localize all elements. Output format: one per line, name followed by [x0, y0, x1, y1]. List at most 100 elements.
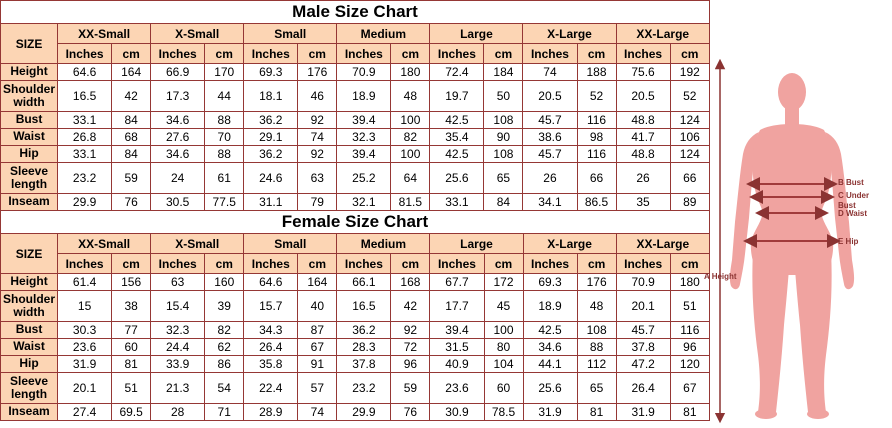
measurement-cell: 48	[390, 80, 431, 112]
measurement-cell: 92	[297, 111, 338, 129]
measurement-cell: 41.7	[615, 128, 671, 146]
measurement-cell: 184	[483, 63, 524, 81]
measurement-cell: 33.1	[57, 111, 113, 129]
measurement-cell: 124	[669, 111, 711, 129]
waist-label: D Waist	[838, 209, 868, 218]
unit-header: cm	[111, 253, 152, 274]
measurement-cell: 21.3	[150, 372, 206, 404]
row-label: Waist	[0, 338, 59, 356]
measurement-cell: 29.9	[57, 193, 113, 211]
measurement-cell: 15.7	[243, 290, 299, 322]
body-measurement-figure: B Bust C Under Bust D Waist E Hip A Heig…	[704, 50, 892, 428]
neck-shape	[785, 106, 799, 126]
measurement-cell: 81	[669, 403, 711, 421]
measurement-cell: 17.3	[150, 80, 206, 112]
measurement-cell: 27.6	[150, 128, 206, 146]
measurement-cell: 39.4	[336, 111, 392, 129]
male-size-chart-table: Male Size Chart SIZE XX-Small X-Small Small M…	[0, 0, 711, 211]
size-column-header: Small	[243, 23, 338, 44]
measurement-cell: 164	[297, 273, 338, 291]
measurement-cell: 112	[576, 355, 617, 373]
measurement-cell: 23.6	[429, 372, 485, 404]
measurement-cell: 15	[57, 290, 113, 322]
measurement-cell: 26	[522, 162, 578, 194]
measurement-cell: 28.3	[336, 338, 392, 356]
measurement-cell: 45.7	[522, 111, 578, 129]
measurement-cell: 156	[111, 273, 152, 291]
unit-header: cm	[483, 253, 524, 274]
size-column-header: XX-Small	[57, 23, 152, 44]
measurement-cell: 47.2	[615, 355, 671, 373]
torso-shape	[750, 124, 834, 275]
measurement-cell: 34.6	[150, 145, 206, 163]
measurement-cell: 92	[390, 321, 431, 339]
size-column-header: Small	[243, 233, 338, 254]
measurement-cell: 20.1	[57, 372, 113, 404]
measurement-cell: 38.6	[522, 128, 578, 146]
measurement-cell: 33.1	[57, 145, 113, 163]
measurement-cell: 23.6	[57, 338, 113, 356]
row-label: Bust	[0, 321, 59, 339]
measurement-cell: 32.3	[150, 321, 206, 339]
measurement-cell: 42.5	[522, 321, 578, 339]
measurement-cell: 28.9	[243, 403, 299, 421]
unit-header: cm	[111, 43, 152, 64]
measurement-cell: 31.9	[522, 403, 578, 421]
height-label: A Height	[704, 272, 737, 281]
measurement-cell: 72.4	[429, 63, 485, 81]
measurement-cell: 50	[483, 80, 524, 112]
right-leg-shape	[794, 242, 832, 412]
measurement-cell: 31.9	[615, 403, 671, 421]
measurement-cell: 65	[483, 162, 524, 194]
measurement-cell: 18.1	[243, 80, 299, 112]
measurement-cell: 45	[483, 290, 524, 322]
unit-header: Inches	[615, 43, 671, 64]
measurement-cell: 37.8	[615, 338, 671, 356]
measurement-cell: 34.6	[150, 111, 206, 129]
measurement-cell: 116	[576, 145, 617, 163]
chart-title: Female Size Chart	[0, 210, 710, 234]
measurement-cell: 31.9	[57, 355, 113, 373]
measurement-cell: 164	[111, 63, 152, 81]
row-label: Bust	[0, 111, 59, 129]
measurement-cell: 77.5	[204, 193, 245, 211]
measurement-cell: 30.9	[429, 403, 485, 421]
measurement-cell: 98	[576, 128, 617, 146]
body-silhouette	[729, 73, 855, 419]
measurement-cell: 64.6	[57, 63, 113, 81]
measurement-cell: 100	[483, 321, 524, 339]
measurement-cell: 80	[483, 338, 524, 356]
size-column-header: X-Large	[522, 23, 617, 44]
unit-header: Inches	[243, 43, 299, 64]
measurement-cell: 37.8	[336, 355, 392, 373]
measurement-cell: 18.9	[522, 290, 578, 322]
measurement-cell: 39.4	[429, 321, 485, 339]
measurement-cell: 26	[615, 162, 671, 194]
size-column-header: XX-Small	[57, 233, 152, 254]
measurement-cell: 35.8	[243, 355, 299, 373]
measurement-cell: 48.8	[615, 145, 671, 163]
measurement-cell: 60	[111, 338, 152, 356]
size-column-header: Large	[429, 233, 524, 254]
measurement-cell: 40.9	[429, 355, 485, 373]
left-leg-shape	[752, 242, 790, 412]
unit-header: cm	[390, 253, 431, 274]
unit-header: cm	[576, 43, 617, 64]
measurement-cell: 32.3	[336, 128, 392, 146]
chart-title: Male Size Chart	[0, 0, 710, 24]
measurement-cell: 66	[576, 162, 617, 194]
measurement-cell: 84	[111, 145, 152, 163]
measurement-cell: 34.6	[522, 338, 578, 356]
measurement-cell: 67	[669, 372, 711, 404]
measurement-cell: 116	[576, 111, 617, 129]
measurement-cell: 61.4	[57, 273, 113, 291]
measurement-cell: 16.5	[336, 290, 392, 322]
measurement-cell: 24.6	[243, 162, 299, 194]
size-column-header: XX-Large	[615, 233, 711, 254]
row-label: Waist	[0, 128, 59, 146]
measurement-cell: 70.9	[615, 273, 671, 291]
left-foot-shape	[755, 409, 777, 419]
measurement-cell: 81	[576, 403, 617, 421]
measurement-cell: 96	[390, 355, 431, 373]
unit-header: Inches	[522, 43, 578, 64]
